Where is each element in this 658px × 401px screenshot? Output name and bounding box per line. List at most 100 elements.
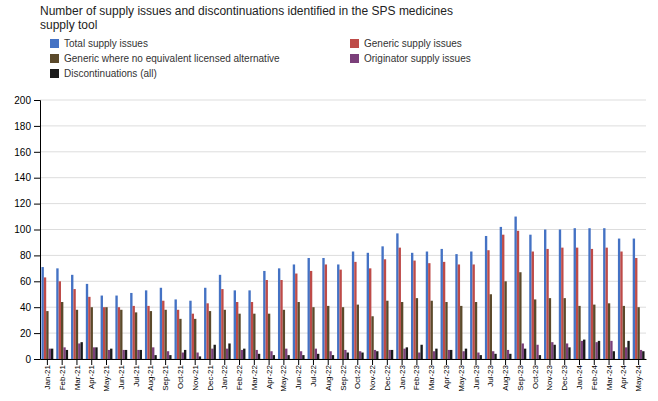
bar <box>426 252 428 359</box>
bar <box>500 227 502 359</box>
bar <box>241 350 243 359</box>
bar <box>56 268 58 359</box>
tick-mark <box>34 333 40 334</box>
bar <box>293 264 295 359</box>
tick: Jun-22 <box>294 359 303 389</box>
bar <box>448 350 450 359</box>
tick: Jul-23 <box>486 359 495 387</box>
legend: Total supply issuesGeneric supply issues… <box>50 38 471 79</box>
bar <box>287 355 289 359</box>
bar <box>462 351 464 359</box>
bar <box>211 349 213 359</box>
tick-mark <box>34 178 40 179</box>
tick-label: 40 <box>20 302 32 313</box>
bar <box>642 351 644 359</box>
bar <box>189 301 191 359</box>
tick-label: 160 <box>14 147 31 158</box>
tick: Feb-22 <box>235 359 244 390</box>
bar <box>268 314 270 359</box>
tick-mark <box>269 359 270 365</box>
bar <box>199 356 201 359</box>
tick-label: Mar-23 <box>427 364 436 390</box>
tick-mark <box>549 359 550 365</box>
tick-mark <box>47 359 48 365</box>
tick-mark <box>34 126 40 127</box>
tick-mark <box>387 359 388 365</box>
bar <box>322 258 324 359</box>
tick-label: May-22 <box>279 364 288 391</box>
bar <box>285 349 287 359</box>
tick: May-21 <box>102 359 111 392</box>
bar <box>221 289 223 359</box>
bar <box>66 350 68 359</box>
bar <box>339 270 341 359</box>
tick-label: Apr-23 <box>442 364 451 389</box>
tick-mark <box>150 359 151 365</box>
bar <box>620 252 622 359</box>
bar <box>300 351 302 359</box>
bar <box>431 301 433 359</box>
bar <box>374 350 376 359</box>
tick: Dec-23 <box>560 359 569 391</box>
bar <box>270 351 272 359</box>
tick: Mar-22 <box>250 359 259 390</box>
tick-mark <box>505 359 506 365</box>
bar <box>433 351 435 359</box>
bar <box>214 345 216 359</box>
tick: Sep-21 <box>161 359 170 391</box>
tick: 20 <box>20 328 40 339</box>
bar <box>618 239 620 359</box>
bar <box>536 345 538 359</box>
tick-mark <box>343 359 344 365</box>
tick-label: Dec-22 <box>383 364 392 390</box>
tick-label: 180 <box>14 121 31 132</box>
bar <box>234 290 236 359</box>
bar <box>504 281 506 359</box>
tick: Jan-24 <box>575 359 584 389</box>
legend-label: Discontinuations (all) <box>64 68 157 79</box>
tick-mark <box>195 359 196 365</box>
bar <box>145 290 147 359</box>
tick-label: Jul-23 <box>486 364 495 386</box>
bar <box>610 341 612 359</box>
tick-mark <box>34 307 40 308</box>
bar <box>401 302 403 359</box>
tick: Sep-22 <box>339 359 348 391</box>
bar <box>175 299 177 359</box>
grid-line <box>40 229 646 230</box>
bar <box>406 347 408 359</box>
bar <box>539 355 541 359</box>
bar <box>238 314 240 359</box>
bar <box>273 355 275 359</box>
tick-label: Nov-22 <box>368 364 377 390</box>
bar <box>182 353 184 359</box>
bar <box>359 351 361 359</box>
bar <box>228 343 230 359</box>
tick-mark <box>165 359 166 365</box>
bar <box>608 303 610 359</box>
tick: Mar-21 <box>73 359 82 390</box>
legend-swatch <box>350 39 359 48</box>
bar <box>263 271 265 359</box>
bar <box>278 268 280 359</box>
tick: Oct-22 <box>353 359 362 389</box>
bar <box>347 353 349 359</box>
bar <box>280 280 282 359</box>
tick: 140 <box>14 172 40 183</box>
bar <box>295 274 297 359</box>
bar <box>154 355 156 359</box>
bar <box>465 349 467 359</box>
bar <box>553 345 555 359</box>
y-axis: 020406080100120140160180200 <box>14 95 40 365</box>
bar <box>184 350 186 359</box>
series <box>41 217 635 359</box>
tick: 100 <box>14 224 40 235</box>
bar <box>640 350 642 359</box>
bar <box>588 228 590 359</box>
bar <box>509 354 511 359</box>
tick: May-24 <box>634 359 643 392</box>
tick-label: Feb-21 <box>58 364 67 390</box>
series <box>46 272 640 359</box>
tick-mark <box>564 359 565 365</box>
bar <box>606 248 608 359</box>
